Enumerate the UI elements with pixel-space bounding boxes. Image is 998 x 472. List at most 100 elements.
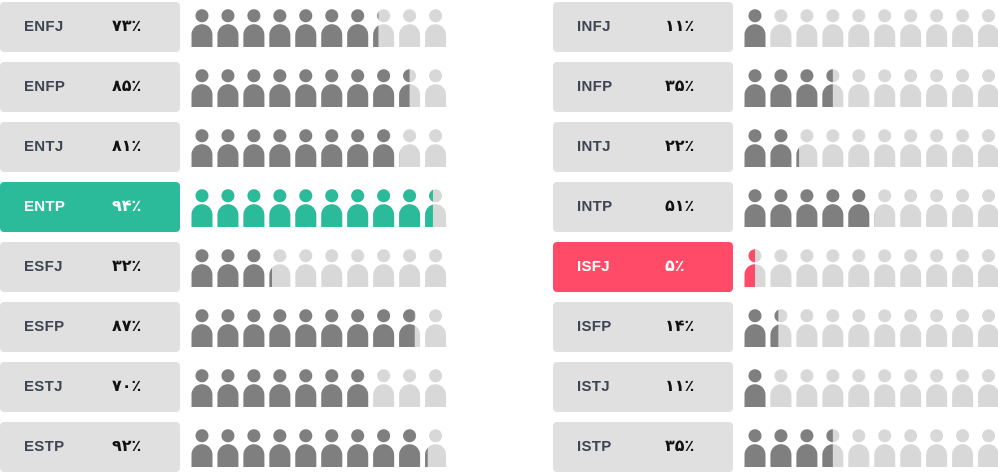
person-icon (952, 129, 974, 167)
person-icon (952, 429, 974, 467)
person-icon (295, 69, 317, 107)
person-icon (269, 69, 291, 107)
people-pictogram (744, 249, 998, 287)
person-icon (926, 429, 948, 467)
person-icon (848, 309, 870, 347)
percent-label: ۸۱٪ (112, 138, 142, 155)
person-icon (900, 9, 922, 48)
people-pictogram (744, 69, 998, 107)
type-label: INTJ (577, 138, 611, 155)
percent-label: ۱۴٪ (665, 318, 695, 335)
person-icon (269, 9, 291, 48)
people-pictogram (191, 129, 447, 167)
percent-label: ۱۱٪ (665, 378, 695, 395)
person-icon (217, 129, 239, 167)
person-icon (926, 369, 948, 407)
person-icon (347, 309, 369, 347)
person-icon (744, 249, 766, 287)
person-icon (848, 69, 870, 107)
person-icon (399, 189, 421, 227)
person-icon (321, 429, 343, 467)
person-icon (822, 249, 844, 287)
person-icon (425, 309, 447, 347)
person-icon (796, 249, 818, 287)
person-icon (978, 129, 998, 167)
person-icon (373, 129, 395, 167)
person-icon (191, 309, 213, 347)
person-icon (926, 9, 948, 48)
percent-label: ۸۵٪ (112, 78, 142, 95)
type-label-box: ESFP ۸۷٪ (0, 302, 180, 352)
type-label: ESTJ (24, 378, 63, 395)
person-icon (952, 309, 974, 347)
person-icon (347, 369, 369, 407)
person-icon (191, 69, 213, 107)
person-icon (900, 69, 922, 107)
person-icon (744, 9, 766, 48)
type-label-box: ESFJ ۳۲٪ (0, 242, 180, 292)
person-icon (373, 69, 395, 107)
person-icon (217, 369, 239, 407)
type-label: ISTP (577, 438, 612, 455)
person-icon (796, 9, 818, 48)
person-icon (191, 189, 213, 227)
person-icon (796, 429, 818, 467)
percent-label: ۹۴٪ (112, 198, 142, 215)
person-icon (399, 249, 421, 287)
person-icon (770, 249, 792, 287)
percent-label: ۱۱٪ (665, 18, 695, 35)
person-icon (770, 309, 792, 347)
person-icon (978, 369, 998, 407)
person-icon (848, 189, 870, 227)
row-entp: ENTP ۹۴٪ (0, 182, 447, 232)
person-icon (425, 369, 447, 407)
person-icon (295, 9, 317, 48)
row-estj: ESTJ ۷۰٪ (0, 362, 447, 412)
row-esfj: ESFJ ۳۲٪ (0, 242, 447, 292)
people-pictogram (744, 129, 998, 167)
type-label-box: ENTP ۹۴٪ (0, 182, 180, 232)
person-icon (243, 249, 265, 287)
person-icon (796, 189, 818, 227)
person-icon (243, 369, 265, 407)
people-pictogram (744, 369, 998, 407)
person-icon (926, 249, 948, 287)
person-icon (321, 249, 343, 287)
person-icon (822, 129, 844, 167)
row-istp: ISTP ۳۵٪ (553, 422, 998, 472)
row-enfp: ENFP ۸۵٪ (0, 62, 447, 112)
person-icon (269, 129, 291, 167)
person-icon (848, 369, 870, 407)
person-icon (874, 369, 896, 407)
person-icon (874, 249, 896, 287)
people-pictogram (744, 429, 998, 467)
person-icon (373, 9, 395, 48)
type-label: ENTJ (24, 138, 64, 155)
type-label-box: ENTJ ۸۱٪ (0, 122, 180, 172)
person-icon (269, 249, 291, 287)
type-label: INTP (577, 198, 613, 215)
person-icon (848, 9, 870, 48)
person-icon (770, 429, 792, 467)
type-label: ENFP (24, 78, 66, 95)
people-pictogram (744, 189, 998, 227)
type-label: ISTJ (577, 378, 610, 395)
person-icon (191, 369, 213, 407)
person-icon (321, 369, 343, 407)
person-icon (978, 249, 998, 287)
percent-label: ۲۲٪ (665, 138, 695, 155)
person-icon (978, 429, 998, 467)
person-icon (874, 129, 896, 167)
person-icon (744, 429, 766, 467)
person-icon (796, 129, 818, 167)
person-icon (926, 309, 948, 347)
person-icon (926, 189, 948, 227)
percent-label: ۳۵٪ (665, 438, 695, 455)
person-icon (399, 369, 421, 407)
row-intp: INTP ۵۱٪ (553, 182, 998, 232)
person-icon (399, 9, 421, 48)
person-icon (978, 309, 998, 347)
person-icon (796, 69, 818, 107)
person-icon (796, 309, 818, 347)
person-icon (217, 9, 239, 48)
